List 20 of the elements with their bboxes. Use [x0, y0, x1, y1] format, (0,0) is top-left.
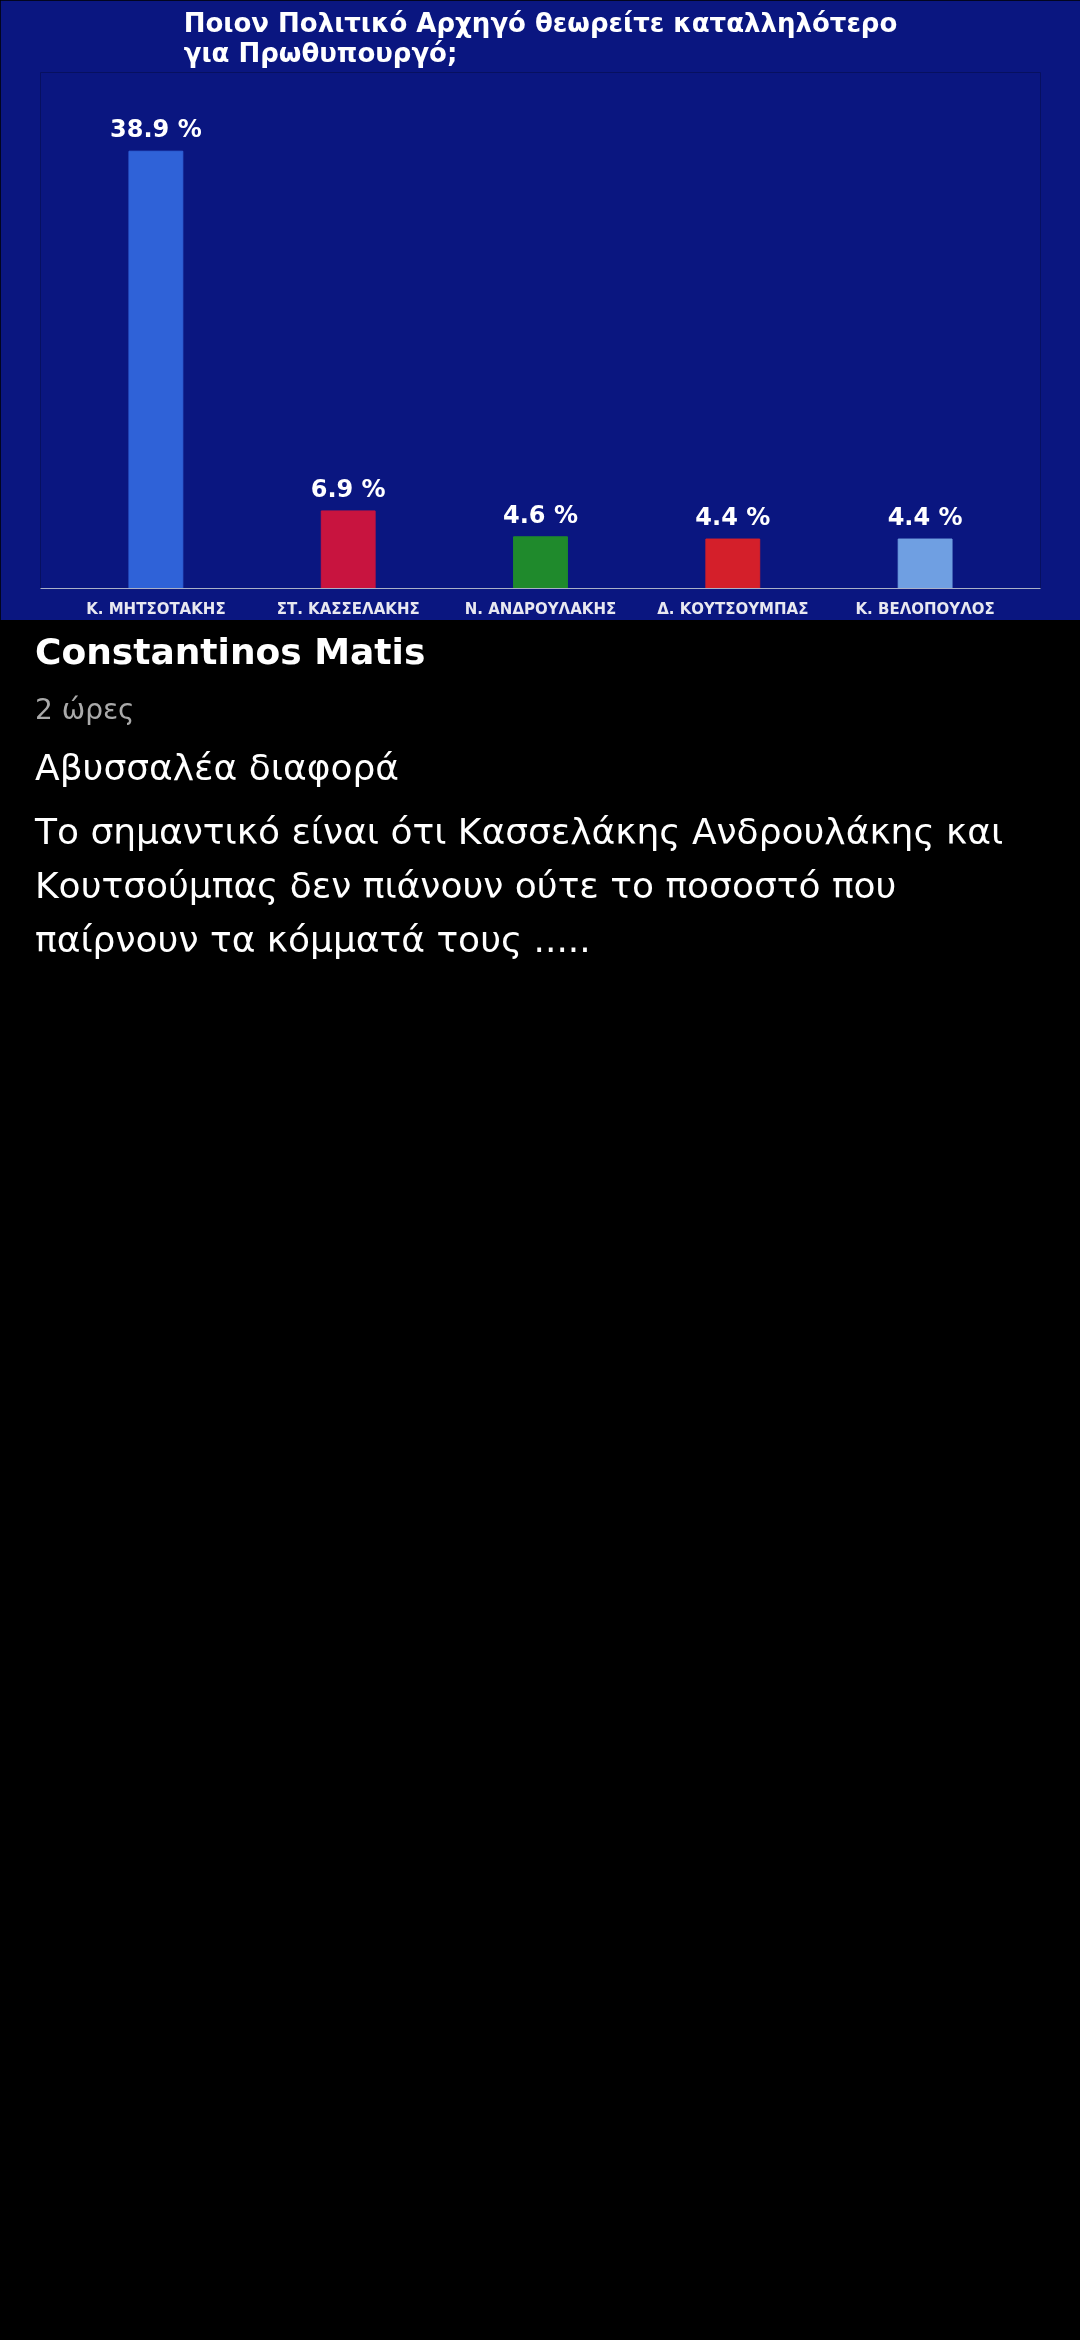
bar — [897, 538, 953, 589]
chart-title: Ποιον Πολιτικό Αρχηγό θεωρείτε καταλληλότερο για Πρωθυπουργό; — [183, 7, 898, 68]
data-label: 4.4 % — [887, 503, 963, 532]
text: Constantinos Matis — [35, 630, 426, 674]
x-tick-label: Δ. ΚΟΥΤΣΟΥΜΠΑΣ — [657, 599, 809, 618]
x-tick-label: Ν. ΑΝΔΡΟΥΛΑΚΗΣ — [464, 599, 617, 618]
text: Το σημαντικό είναι ότι Κασσελάκης Ανδρουλάκης και Κουτσούμπας δεν πιάνουν ούτε το ποσοστό που παίρνουν τα κόμματά τους ..... — [35, 810, 1005, 962]
x-tick-label: Κ. ΒΕΛΟΠΟΥΛΟΣ — [855, 599, 995, 618]
bar — [513, 536, 568, 589]
x-tick-label: ΣΤ. ΚΑΣΣΕΛΑΚΗΣ — [276, 599, 420, 618]
data-label: 4.6 % — [503, 500, 578, 529]
bar — [128, 150, 184, 589]
data-label: 38.9 % — [110, 115, 202, 144]
bar — [320, 510, 376, 589]
data-label: 6.9 % — [310, 474, 386, 503]
x-tick-label: Κ. ΜΗΤΣΟΤΑΚΗΣ — [86, 599, 226, 618]
data-label: 4.4 % — [695, 503, 771, 532]
bar — [705, 538, 761, 589]
text: Αβυσσαλέα διαφορά — [35, 746, 400, 790]
text: 2 ώρες — [35, 692, 135, 728]
